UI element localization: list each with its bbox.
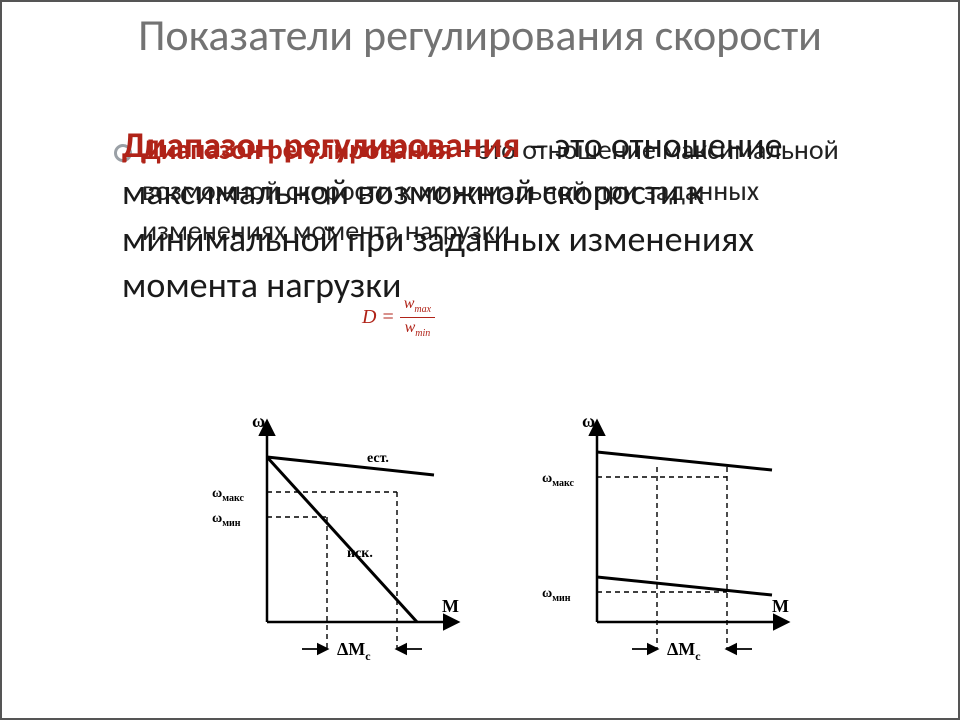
line-natural xyxy=(267,457,434,475)
formula-eq: = xyxy=(382,306,393,329)
chart-right: ω М ωмакс ωмин ΔМс xyxy=(502,407,812,697)
x-axis-label: М xyxy=(442,596,459,616)
ytick-wmin: ωмин xyxy=(212,511,241,529)
y-axis-label: ω xyxy=(252,411,265,431)
charts-row: ω М ωмакс ωмин ест. иск. ΔМс xyxy=(172,407,812,697)
delta-m-label: ΔМс xyxy=(667,639,701,663)
slide-title: Показатели регулирования скорости xyxy=(2,10,958,61)
delta-m-label: ΔМс xyxy=(337,639,371,663)
formula-den-sub: min xyxy=(415,328,430,339)
label-artificial: иск. xyxy=(347,546,373,561)
ytick-wmax: ωмакс xyxy=(212,486,244,504)
formula-num-base: w xyxy=(404,295,415,312)
line-upper xyxy=(597,452,772,470)
label-natural: ест. xyxy=(367,451,389,466)
ytick-wmax: ωмакс xyxy=(542,471,574,489)
chart-left: ω М ωмакс ωмин ест. иск. ΔМс xyxy=(172,407,482,697)
ytick-wmin: ωмин xyxy=(542,586,571,604)
formula-den-base: w xyxy=(405,319,416,336)
formula-fraction: wmax wmin xyxy=(400,296,435,339)
x-axis-label: М xyxy=(772,596,789,616)
formula-lhs: D xyxy=(362,306,376,329)
term-front: Диапазон регулирования xyxy=(122,123,520,167)
y-axis-label: ω xyxy=(582,411,595,431)
chart-right-svg: ω М ωмакс ωмин ΔМс xyxy=(502,407,812,697)
slide-root: Показатели регулирования скорости Диапаз… xyxy=(0,0,960,720)
line-artificial xyxy=(267,457,417,622)
chart-left-svg: ω М ωмакс ωмин ест. иск. ΔМс xyxy=(172,407,482,697)
line-lower xyxy=(597,577,772,595)
formula-num: wmax xyxy=(400,296,435,318)
definition-foreground-layer: Диапазон регулирования – это отношение м… xyxy=(122,122,842,309)
formula: D = wmax wmin xyxy=(362,296,435,339)
formula-den: wmin xyxy=(401,318,435,339)
formula-num-sub: max xyxy=(414,304,431,315)
